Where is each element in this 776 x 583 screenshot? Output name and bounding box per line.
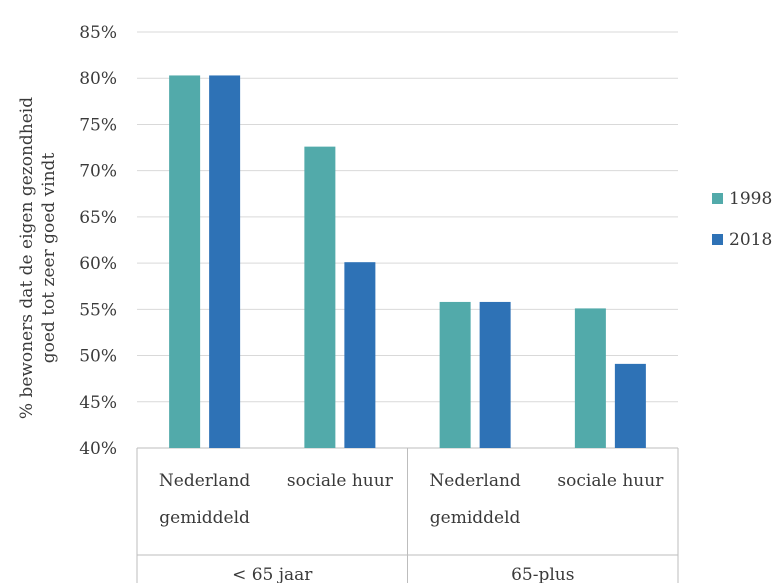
bar-1998-3 [575,308,606,448]
bar-2018-2 [480,302,511,448]
category-label: gemiddeld [430,508,521,528]
group-label: < 65 jaar [232,565,313,583]
y-axis-title: % bewoners dat de eigen gezondheid [17,97,37,419]
y-tick-label: 60% [79,254,117,274]
legend-label: 1998 [729,189,772,209]
y-tick-label: 85% [79,23,117,43]
bar-1998-0 [169,75,200,448]
category-label: Nederland [429,471,521,491]
bar-2018-3 [615,364,646,448]
bar-1998-1 [304,147,335,448]
y-tick-label: 55% [79,300,117,320]
y-tick-label: 70% [79,162,117,182]
category-label: sociale huur [287,471,394,491]
group-label: 65-plus [511,565,574,583]
category-label: Nederland [159,471,251,491]
bar-1998-2 [440,302,471,448]
bar-2018-0 [209,75,240,448]
y-tick-label: 40% [79,439,117,459]
category-label: gemiddeld [159,508,250,528]
category-label: sociale huur [557,471,664,491]
y-tick-label: 75% [79,115,117,135]
y-tick-label: 65% [79,208,117,228]
y-tick-label: 80% [79,69,117,89]
y-tick-label: 45% [79,393,117,413]
legend-swatch [712,193,723,204]
bar-2018-1 [344,262,375,448]
legend-label: 2018 [729,230,772,250]
y-axis-title: goed tot zeer goed vindt [39,153,59,364]
y-tick-label: 50% [79,347,117,367]
legend-swatch [712,234,723,245]
